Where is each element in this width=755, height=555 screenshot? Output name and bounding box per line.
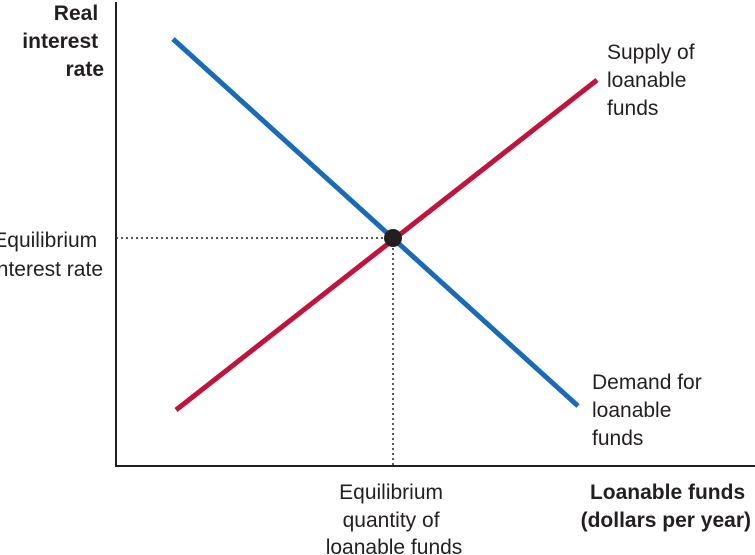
- equilibrium-rate-label-line-1: Equilibrium: [0, 229, 97, 252]
- equilibrium-quantity-label: Equilibrium quantity of loanable funds: [326, 481, 463, 555]
- x-axis-label-line-1: Loanable funds: [590, 481, 745, 504]
- supply-label: Supply of loanable funds: [607, 41, 700, 120]
- supply-label-line-2: loanable: [607, 69, 686, 92]
- equilibrium-quantity-label-line-1: Equilibrium: [339, 481, 443, 504]
- x-axis-label-line-2: (dollars per year): [581, 509, 751, 532]
- equilibrium-rate-label: Equilibrium interest rate: [0, 229, 103, 281]
- equilibrium-quantity-label-line-3: loanable funds: [326, 536, 463, 555]
- x-axis-label: Loanable funds (dollars per year): [581, 481, 751, 532]
- equilibrium-rate-label-line-2: interest rate: [0, 258, 103, 281]
- supply-label-line-3: funds: [607, 97, 658, 120]
- supply-curve: [174, 78, 599, 412]
- demand-curve: [171, 37, 580, 408]
- supply-label-line-1: Supply of: [607, 41, 695, 64]
- equilibrium-quantity-label-line-2: quantity of: [343, 509, 440, 532]
- demand-label-line-3: funds: [592, 427, 643, 450]
- equilibrium-point: [384, 229, 402, 247]
- y-axis-label-line-2: interest: [22, 30, 98, 53]
- y-axis-label-line-1: Real: [54, 2, 98, 25]
- demand-label-line-2: loanable: [592, 399, 671, 422]
- demand-label-line-1: Demand for: [592, 371, 702, 394]
- demand-label: Demand for loanable funds: [592, 371, 708, 450]
- y-axis-label-line-3: rate: [65, 58, 104, 81]
- y-axis-label: Real interest rate: [22, 2, 104, 81]
